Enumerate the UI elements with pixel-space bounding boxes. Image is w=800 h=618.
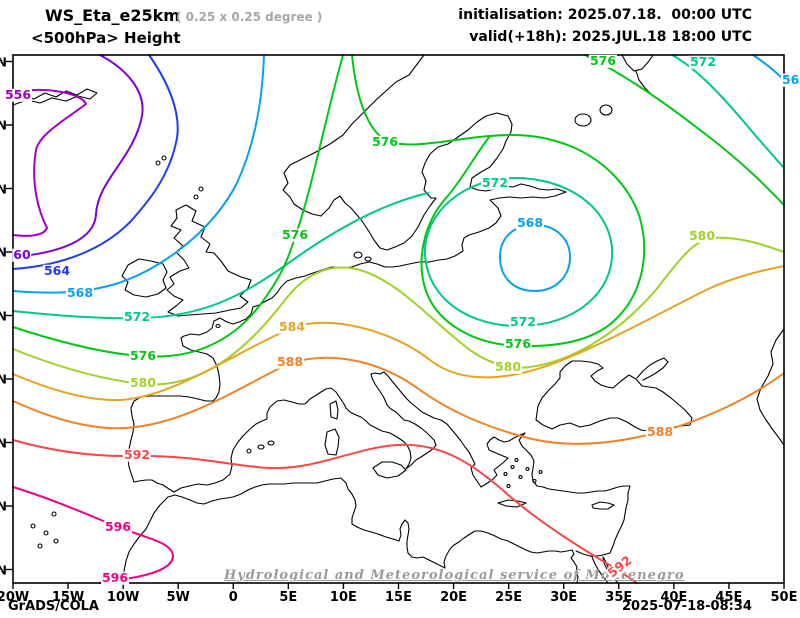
contour-560 — [12, 54, 144, 258]
coastline — [123, 496, 169, 584]
coastline — [503, 458, 543, 488]
coastline — [30, 511, 59, 549]
contour-564 — [12, 54, 179, 270]
coastline — [621, 54, 654, 94]
coastline — [246, 440, 275, 454]
contour-568 — [752, 54, 785, 81]
coastline — [756, 328, 785, 446]
coastline — [155, 155, 221, 329]
contour-584 — [12, 265, 785, 402]
coastline — [166, 204, 252, 317]
contour-576 — [584, 54, 785, 206]
contour-568 — [12, 54, 265, 294]
coastline — [324, 428, 340, 456]
contour-572 — [423, 177, 614, 328]
coastline — [282, 54, 567, 251]
coastline — [591, 501, 615, 510]
coastline — [636, 357, 669, 381]
contour-556 — [12, 88, 87, 237]
watermark: Hydrological and Meteorological service … — [224, 568, 685, 583]
contour-592 — [12, 439, 638, 584]
contour-576 — [12, 54, 344, 358]
coastline — [121, 258, 168, 298]
coastline — [535, 360, 693, 432]
contour-596 — [12, 486, 174, 584]
valid-time: valid(+18h): 2025.JUL.18 18:00 UTC — [469, 29, 752, 45]
grads-credit: GrADS/COLA — [8, 599, 99, 614]
coastline — [127, 191, 567, 493]
coastline — [353, 251, 372, 262]
contour-572 — [12, 192, 429, 320]
contour-576 — [351, 54, 646, 348]
model-resolution: ( 0.25 x 0.25 degree ) — [176, 10, 323, 24]
creation-timestamp: 2025-07-18-08:34 — [622, 599, 752, 614]
height-contours — [12, 54, 785, 584]
contour-580 — [12, 236, 785, 386]
coastline — [372, 461, 407, 479]
coastline — [574, 104, 613, 127]
coastlines — [12, 54, 785, 584]
contour-572 — [671, 54, 785, 169]
map-frame — [6, 54, 785, 589]
init-time: initialisation: 2025.07.18. 00:00 UTC — [458, 7, 752, 23]
contour-588 — [12, 356, 785, 445]
coastline — [497, 499, 527, 508]
contour-568 — [499, 224, 571, 292]
coastline — [167, 477, 579, 584]
model-title: WS_Eta_e25km — [45, 6, 180, 25]
field-title: <500hPa> Height — [31, 29, 181, 47]
coastline — [329, 400, 339, 420]
coastline — [12, 88, 98, 106]
coastline — [173, 371, 631, 554]
